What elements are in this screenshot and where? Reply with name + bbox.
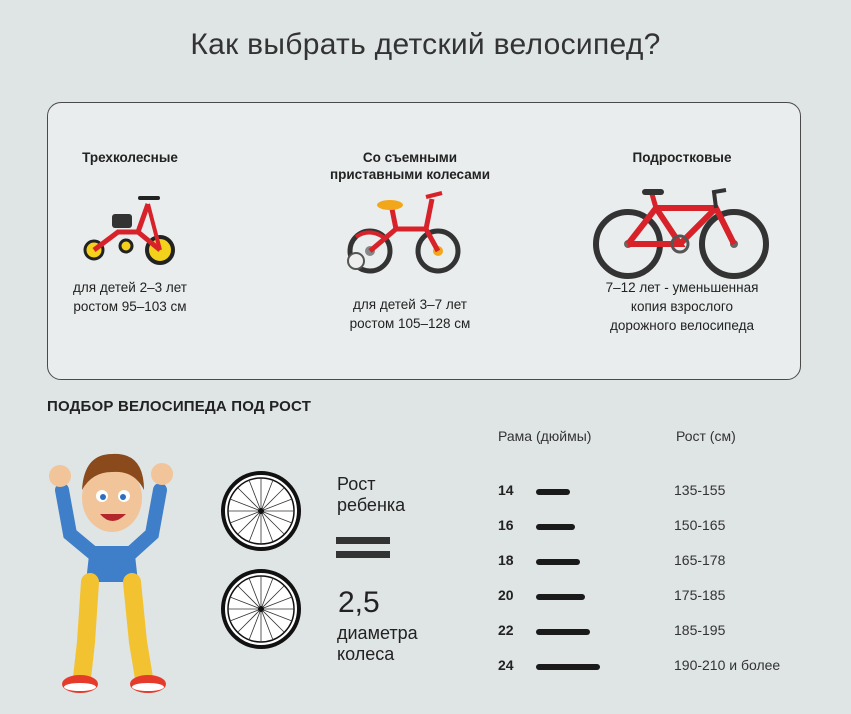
bike-type-desc: для детей 3–7 лет ростом 105–128 см bbox=[310, 295, 510, 333]
label-line: Со съемными bbox=[362, 150, 458, 165]
formula-number: 2,5 bbox=[338, 586, 380, 619]
bike-type-training-wheels: Со съемными приставными колесами для дет… bbox=[310, 149, 510, 347]
training-wheels-bike-icon bbox=[347, 191, 461, 274]
table-row: 18 165-178 bbox=[498, 552, 818, 572]
desc-line: дорожного велосипеда bbox=[610, 318, 754, 333]
height-range: 175-185 bbox=[674, 587, 726, 603]
frame-size: 18 bbox=[498, 552, 514, 568]
height-range: 190-210 и более bbox=[674, 657, 781, 673]
table-row: 16 150-165 bbox=[498, 517, 818, 537]
section-title: ПОДБОР ВЕЛОСИПЕДА ПОД РОСТ bbox=[47, 398, 312, 415]
table-row: 24 190-210 и более bbox=[498, 657, 818, 677]
label-line: приставными колесами bbox=[329, 167, 491, 182]
table-row: 20 175-185 bbox=[498, 587, 818, 607]
frame-size-bar bbox=[536, 664, 600, 670]
desc-line: 7–12 лет - уменьшенная bbox=[605, 280, 759, 295]
frame-column-header: Рама (дюймы) bbox=[498, 428, 592, 444]
formula-line: колеса bbox=[337, 644, 395, 664]
desc-line: для детей 3–7 лет bbox=[353, 297, 467, 312]
height-range: 185-195 bbox=[674, 622, 726, 638]
teen-bike-icon bbox=[593, 188, 769, 279]
frame-size: 14 bbox=[498, 482, 514, 498]
height-range: 135-155 bbox=[674, 482, 726, 498]
bike-type-teen: Подростковые 7–12 лет - уменьшенная копи… bbox=[582, 149, 782, 347]
frame-size: 16 bbox=[498, 517, 514, 533]
frame-size: 22 bbox=[498, 622, 514, 638]
tricycle-icon bbox=[83, 196, 175, 265]
frame-size-bar bbox=[536, 629, 590, 635]
frame-size-bar bbox=[536, 489, 570, 495]
frame-size: 20 bbox=[498, 587, 514, 603]
equals-bar bbox=[336, 551, 390, 558]
desc-line: ростом 105–128 см bbox=[349, 316, 471, 331]
formula-line: Рост bbox=[337, 474, 376, 494]
bike-type-label: Со съемными приставными колесами bbox=[310, 149, 510, 183]
frame-size: 24 bbox=[498, 657, 514, 673]
desc-line: для детей 2–3 лет bbox=[73, 280, 187, 295]
equals-bar bbox=[336, 537, 390, 544]
bike-type-label: Подростковые bbox=[632, 150, 732, 165]
desc-line: ростом 95–103 см bbox=[73, 299, 187, 314]
formula-diameter-label: диаметра колеса bbox=[337, 623, 418, 665]
bike-type-desc: 7–12 лет - уменьшенная копия взрослого д… bbox=[582, 278, 782, 335]
frame-size-bar bbox=[536, 594, 585, 600]
boy-illustration bbox=[49, 453, 173, 693]
formula-line: диаметра bbox=[337, 623, 418, 643]
height-range: 150-165 bbox=[674, 517, 726, 533]
frame-size-bar bbox=[536, 524, 575, 530]
height-range: 165-178 bbox=[674, 552, 726, 568]
bike-type-tricycle: Трехколесные для детей 2–3 лет ростом 95… bbox=[60, 149, 200, 347]
bike-type-label: Трехколесные bbox=[82, 150, 178, 165]
formula-height-label: Рост ребенка bbox=[337, 474, 405, 516]
wheel-icon bbox=[221, 471, 301, 551]
height-column-header: Рост (см) bbox=[676, 428, 736, 444]
frame-size-bar bbox=[536, 559, 580, 565]
bike-types-panel: Трехколесные для детей 2–3 лет ростом 95… bbox=[47, 102, 801, 380]
table-row: 14 135-155 bbox=[498, 482, 818, 502]
table-row: 22 185-195 bbox=[498, 622, 818, 642]
formula-line: ребенка bbox=[337, 495, 406, 515]
page-title: Как выбрать детский велосипед? bbox=[190, 28, 661, 61]
wheel-icon bbox=[221, 569, 301, 649]
desc-line: копия взрослого bbox=[630, 299, 734, 314]
bike-type-desc: для детей 2–3 лет ростом 95–103 см bbox=[60, 278, 200, 316]
